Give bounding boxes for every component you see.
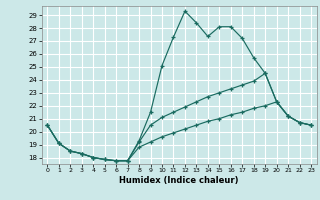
X-axis label: Humidex (Indice chaleur): Humidex (Indice chaleur) (119, 176, 239, 185)
